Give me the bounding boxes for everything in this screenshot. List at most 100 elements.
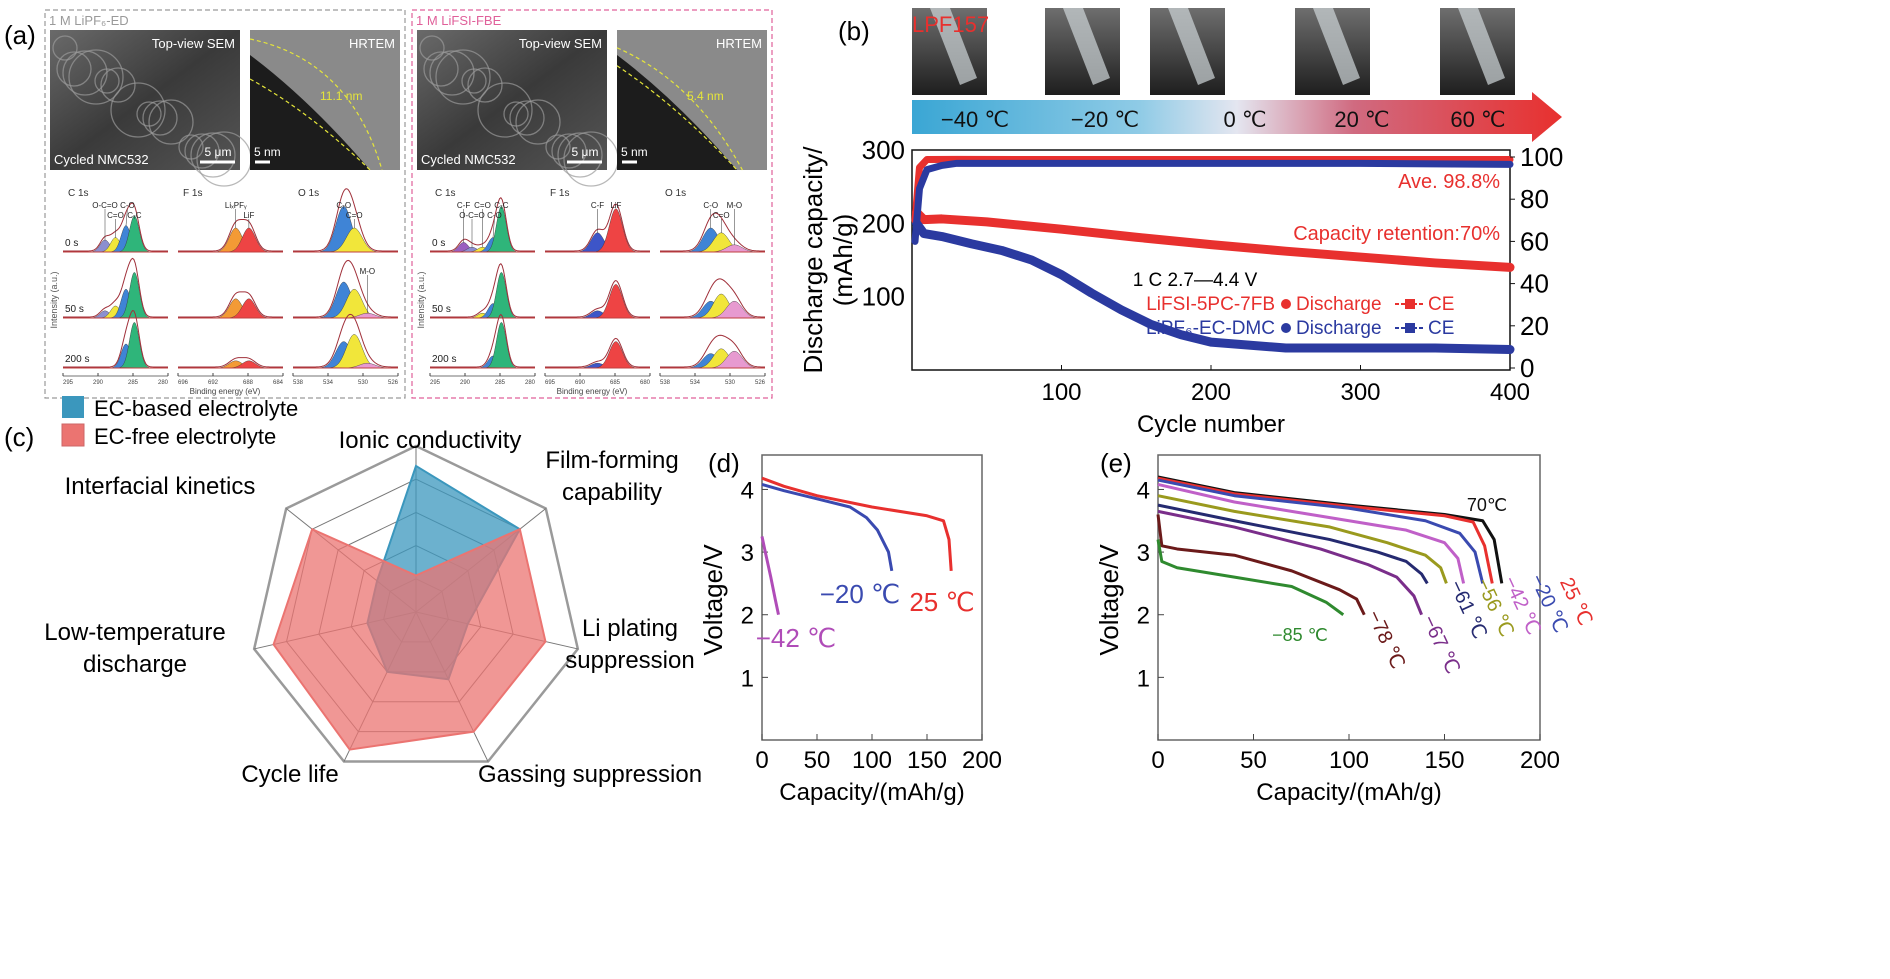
hrtem-scale-label: 5 nm [621, 145, 648, 159]
series-line [911, 207, 1515, 272]
xps-tick-label: 280 [525, 380, 536, 386]
legend-electrolyte: LiPF₆-EC-DMC [1146, 318, 1275, 339]
xps-row-label: 50 s [432, 304, 451, 315]
xps-envelope [293, 188, 398, 252]
series-line [911, 218, 1515, 354]
y2-tick-label: 40 [1520, 269, 1549, 299]
temperature-label: 20 ℃ [1334, 107, 1389, 132]
xps-tick-label: 285 [495, 380, 506, 386]
xps-peak-label: C-C [127, 211, 141, 220]
series-line [1157, 478, 1485, 584]
xps-spectrum-title: O 1s [665, 188, 686, 199]
legend-swatch [61, 423, 85, 447]
xps-peak-label: M-O [727, 201, 743, 210]
hrtem-bulk [250, 30, 400, 170]
xps-tick-label: 526 [755, 380, 766, 386]
xps-peak-label: C-F [591, 201, 604, 210]
x-tick-label: 150 [1424, 747, 1464, 774]
y2-tick-label: 60 [1520, 226, 1549, 256]
xps-peak [229, 298, 269, 319]
sem-grain [419, 35, 445, 61]
sem-grain [142, 100, 178, 136]
sem-grain [184, 133, 220, 169]
legend-ce: CE [1428, 318, 1454, 339]
sem-grain [515, 99, 561, 145]
xps-peak [596, 341, 636, 369]
xps-envelope [660, 212, 766, 252]
sem-grain [148, 99, 194, 145]
y-tick-label: 200 [862, 208, 905, 238]
xps-peak [343, 362, 392, 369]
xps-tick-label: 696 [178, 380, 189, 386]
x-tick-label: 200 [962, 747, 1002, 774]
xps-envelope [293, 259, 399, 318]
xps-tick-label: 290 [460, 380, 471, 386]
series-line [760, 536, 780, 616]
xps-peak-label: C-C [494, 201, 508, 210]
y-tick-label: 1 [741, 665, 754, 692]
sem-scale-label: 5 μm [205, 145, 232, 159]
xps-envelope [545, 279, 650, 318]
xps-spectrum-title: C 1s [68, 188, 89, 199]
y-tick-label: 300 [862, 135, 905, 165]
xps-tick-label: 530 [725, 380, 736, 386]
legend-electrolyte: LiFSI-5PC-7FB [1146, 294, 1275, 315]
sem-grain [467, 67, 503, 103]
series-line [1157, 494, 1448, 584]
series-label: −20 ℃ [820, 579, 901, 609]
xps-tick-label: 285 [128, 380, 139, 386]
series-line [761, 476, 953, 571]
sei-thickness-label: 5.4 nm [687, 89, 724, 103]
x-tick-label: 100 [1329, 747, 1369, 774]
xps-row-label: 200 s [432, 354, 456, 365]
x-tick-label: 300 [1340, 379, 1380, 406]
sem-scale-label: 5 μm [572, 145, 599, 159]
vial-icon [1168, 8, 1215, 85]
xps-row-label: 0 s [432, 238, 445, 249]
series-line [761, 482, 894, 572]
xps-peak [119, 322, 150, 369]
xps-envelope [430, 313, 535, 368]
x-tick-label: 50 [804, 747, 831, 774]
sem-grain [100, 67, 136, 103]
series-label: −85 ℃ [1272, 625, 1328, 645]
sem-grain [56, 51, 92, 87]
xps-tick-label: 295 [430, 380, 441, 386]
sem-grain [477, 82, 533, 138]
radar-axis-label: capability [562, 479, 662, 506]
sei-thickness-label: 11.1 nm [320, 89, 362, 103]
radar-axis-label: discharge [83, 651, 187, 678]
series-line [911, 155, 1514, 224]
group-title: 1 M LiPF₆-ED [49, 13, 129, 28]
xps-peak-label: LiF [610, 201, 621, 210]
x-tick-label: 150 [907, 747, 947, 774]
xps-peak [596, 284, 636, 319]
y2-tick-label: 0 [1520, 353, 1534, 383]
xps-envelope [430, 263, 535, 318]
xps-tick-label: 534 [690, 380, 701, 386]
y-tick-label: 4 [1137, 477, 1150, 504]
xps-tick-label: 680 [640, 380, 651, 386]
xps-tick-label: 538 [660, 380, 671, 386]
panel-d: 0 50 100 150 200 1 2 3 4 Capacity/(mAh/g) Voltage/… [698, 454, 1002, 806]
series-line [1157, 509, 1423, 616]
xps-tick-label: 290 [93, 380, 104, 386]
radar-axis-label: Li plating [582, 615, 678, 642]
y2-tick-label: 20 [1520, 311, 1549, 341]
panel-c: Ionic conductivity Film-forming capability… [44, 396, 702, 788]
legend-discharge: Discharge [1296, 294, 1382, 315]
sem-label: Top-view SEM [519, 36, 602, 51]
xps-envelope [178, 291, 283, 318]
sem-grain [429, 50, 475, 96]
sem-grain [435, 49, 491, 105]
xps-peak-label: C=O [474, 201, 491, 210]
hrtem-scale-label: 5 nm [254, 145, 281, 159]
test-condition: 1 C 2.7—4.4 V [1133, 270, 1258, 291]
x-tick-label: 100 [1041, 379, 1081, 406]
radar-axis-label: Cycle life [241, 761, 338, 788]
xps-peak-label: C-O [120, 201, 135, 210]
xps-tick-label: 690 [575, 380, 586, 386]
temperature-label: −40 ℃ [941, 107, 1009, 132]
